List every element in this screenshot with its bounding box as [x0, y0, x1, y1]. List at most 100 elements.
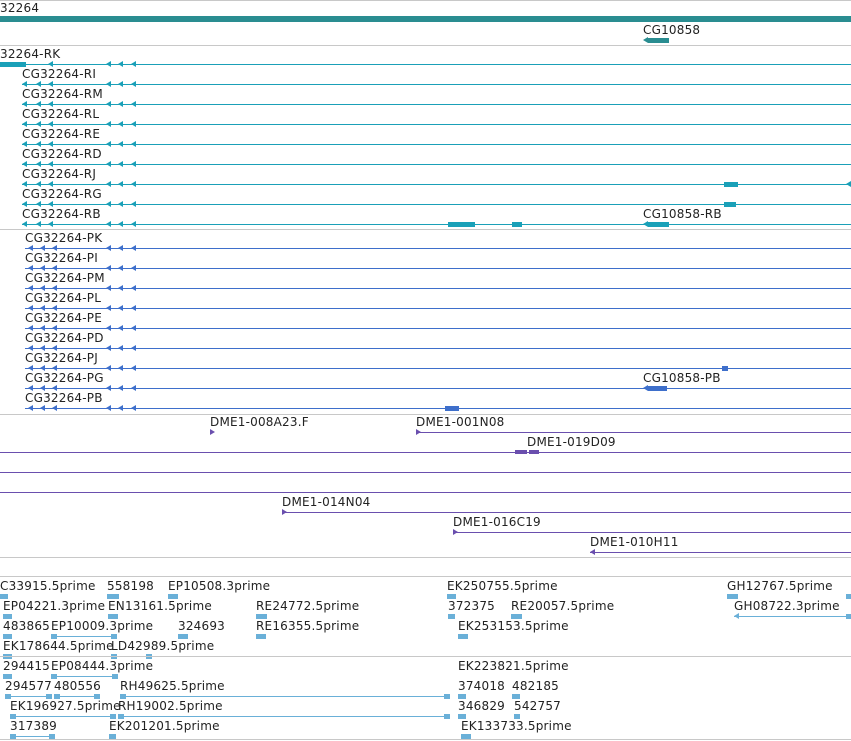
- dme-line: [0, 472, 851, 473]
- strand-arrow-icon: [131, 245, 136, 251]
- exon[interactable]: [724, 182, 738, 187]
- strand-arrow-icon: [22, 201, 27, 207]
- est-exon[interactable]: [46, 694, 52, 699]
- est-exon[interactable]: [447, 594, 456, 599]
- strand-arrow-icon: [131, 141, 136, 147]
- est-exon[interactable]: [94, 694, 100, 699]
- est-label: 294415: [3, 659, 51, 673]
- est-exon[interactable]: [461, 734, 471, 739]
- strand-arrow-icon: [52, 385, 57, 391]
- strand-arrow-icon: [48, 81, 53, 87]
- exon[interactable]: [724, 202, 736, 207]
- strand-arrow-icon: [643, 385, 648, 391]
- transcript-line: [22, 124, 851, 125]
- gene-span[interactable]: [0, 16, 851, 22]
- est-exon[interactable]: [3, 674, 12, 679]
- est-exon[interactable]: [5, 694, 11, 699]
- transcript-label: CG32264-RJ: [22, 167, 97, 181]
- strand-arrow-icon: [118, 201, 123, 207]
- strand-arrow-icon: [48, 61, 53, 67]
- est-line: [5, 696, 52, 697]
- est-exon[interactable]: [10, 734, 16, 739]
- est-exon[interactable]: [3, 614, 12, 619]
- est-exon[interactable]: [54, 694, 60, 699]
- transcript-line: [22, 224, 851, 225]
- strand-arrow-icon: [131, 81, 136, 87]
- track-separator: [0, 229, 851, 230]
- est-exon[interactable]: [514, 714, 520, 719]
- est-exon[interactable]: [846, 594, 851, 599]
- transcript-line: [25, 368, 851, 369]
- strand-arrow-icon: [118, 141, 123, 147]
- transcript-line: [22, 84, 851, 85]
- exon[interactable]: [722, 366, 728, 371]
- track-separator: [0, 0, 851, 1]
- dme-line: [590, 552, 851, 553]
- est-exon[interactable]: [10, 714, 16, 719]
- est-exon[interactable]: [108, 614, 118, 619]
- strand-arrow-icon: [118, 121, 123, 127]
- est-label: RE24772.5prime: [256, 599, 360, 613]
- strand-arrow-icon: [48, 161, 53, 167]
- strand-arrow-icon: [22, 101, 27, 107]
- transcript-line: [22, 204, 851, 205]
- exon[interactable]: [515, 450, 527, 454]
- est-exon[interactable]: [110, 714, 116, 719]
- est-exon[interactable]: [111, 634, 117, 639]
- strand-arrow-icon: [118, 221, 123, 227]
- est-exon[interactable]: [458, 694, 466, 699]
- est-label: 324693: [178, 619, 226, 633]
- est-exon[interactable]: [120, 694, 126, 699]
- est-exon[interactable]: [51, 634, 57, 639]
- est-line: [54, 696, 100, 697]
- est-exon[interactable]: [49, 734, 55, 739]
- est-exon[interactable]: [256, 634, 266, 639]
- strand-arrow-icon: [52, 285, 57, 291]
- est-exon[interactable]: [178, 634, 188, 639]
- strand-arrow-icon: [48, 181, 53, 187]
- strand-arrow-icon: [48, 121, 53, 127]
- est-exon[interactable]: [458, 634, 468, 639]
- transcript-line: [25, 328, 851, 329]
- exon[interactable]: [648, 222, 669, 227]
- gene-cg10858[interactable]: [648, 38, 669, 43]
- strand-arrow-icon: [36, 81, 41, 87]
- exon[interactable]: [0, 62, 26, 67]
- est-label: EK250755.5prime: [447, 579, 558, 593]
- est-exon[interactable]: [846, 614, 851, 619]
- est-exon[interactable]: [512, 694, 520, 699]
- exon[interactable]: [648, 386, 667, 391]
- est-exon[interactable]: [51, 674, 57, 679]
- est-label: 346829: [458, 699, 506, 713]
- est-exon[interactable]: [168, 594, 178, 599]
- est-exon[interactable]: [256, 614, 267, 619]
- est-exon[interactable]: [444, 694, 450, 699]
- est-exon[interactable]: [107, 594, 119, 599]
- strand-arrow-icon: [131, 385, 136, 391]
- est-exon[interactable]: [112, 674, 118, 679]
- strand-arrow-icon: [36, 181, 41, 187]
- est-exon[interactable]: [727, 594, 738, 599]
- est-exon[interactable]: [511, 614, 522, 619]
- est-exon[interactable]: [3, 634, 12, 639]
- exon[interactable]: [445, 406, 459, 411]
- est-line: [51, 636, 117, 637]
- strand-arrow-icon: [48, 141, 53, 147]
- est-label: RE20057.5prime: [511, 599, 615, 613]
- est-exon[interactable]: [458, 714, 466, 719]
- est-exon[interactable]: [0, 594, 8, 599]
- est-exon[interactable]: [448, 614, 455, 619]
- exon[interactable]: [448, 222, 475, 227]
- strand-arrow-icon: [36, 161, 41, 167]
- strand-arrow-icon: [28, 345, 33, 351]
- est-exon[interactable]: [109, 734, 116, 739]
- gene-label: 32264: [0, 1, 40, 15]
- strand-arrow-icon: [106, 181, 111, 187]
- track-separator: [0, 45, 851, 46]
- exon[interactable]: [512, 222, 522, 227]
- exon[interactable]: [529, 450, 539, 454]
- strand-arrow-icon: [106, 245, 111, 251]
- est-exon[interactable]: [118, 714, 124, 719]
- est-exon[interactable]: [444, 714, 450, 719]
